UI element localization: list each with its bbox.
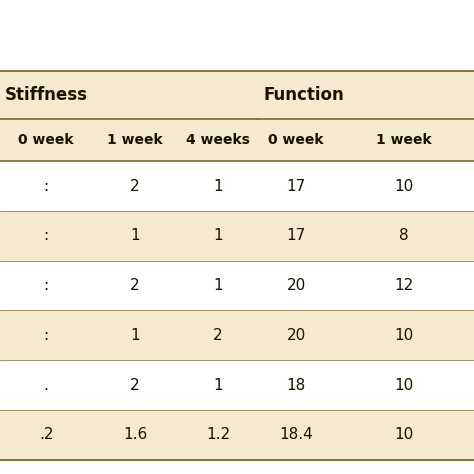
Text: 1: 1 [130, 328, 140, 343]
Text: 1 week: 1 week [376, 133, 432, 147]
Text: 1 week: 1 week [107, 133, 163, 147]
Text: .2: .2 [39, 428, 54, 442]
Text: 10: 10 [394, 179, 414, 193]
Text: 10: 10 [394, 378, 414, 392]
Text: 1: 1 [213, 228, 223, 243]
Text: 1: 1 [213, 378, 223, 392]
Text: 20: 20 [287, 328, 306, 343]
Text: 4 weeks: 4 weeks [186, 133, 250, 147]
Text: 18.4: 18.4 [279, 428, 313, 442]
Text: 1.2: 1.2 [206, 428, 230, 442]
Text: 12: 12 [394, 278, 414, 293]
Text: 1: 1 [130, 228, 140, 243]
Text: 1.6: 1.6 [123, 428, 147, 442]
Text: 2: 2 [130, 378, 140, 392]
Text: 17: 17 [287, 228, 306, 243]
Text: 8: 8 [399, 228, 409, 243]
Text: 0 week: 0 week [18, 133, 74, 147]
Text: 1: 1 [213, 278, 223, 293]
Text: 1: 1 [213, 179, 223, 193]
Text: 10: 10 [394, 328, 414, 343]
Bar [0, 118, 474, 161]
Text: Stiffness: Stiffness [5, 86, 88, 104]
Text: 10: 10 [394, 428, 414, 442]
Text: :: : [44, 278, 49, 293]
Text: :: : [44, 228, 49, 243]
Text: Function: Function [263, 86, 344, 104]
Text: :: : [44, 179, 49, 193]
Text: :: : [44, 328, 49, 343]
Text: 17: 17 [287, 179, 306, 193]
Text: 20: 20 [287, 278, 306, 293]
Text: 2: 2 [213, 328, 223, 343]
Text: 2: 2 [130, 179, 140, 193]
Text: 2: 2 [130, 278, 140, 293]
Text: 0 week: 0 week [268, 133, 324, 147]
Text: .: . [44, 378, 49, 392]
Text: 18: 18 [287, 378, 306, 392]
